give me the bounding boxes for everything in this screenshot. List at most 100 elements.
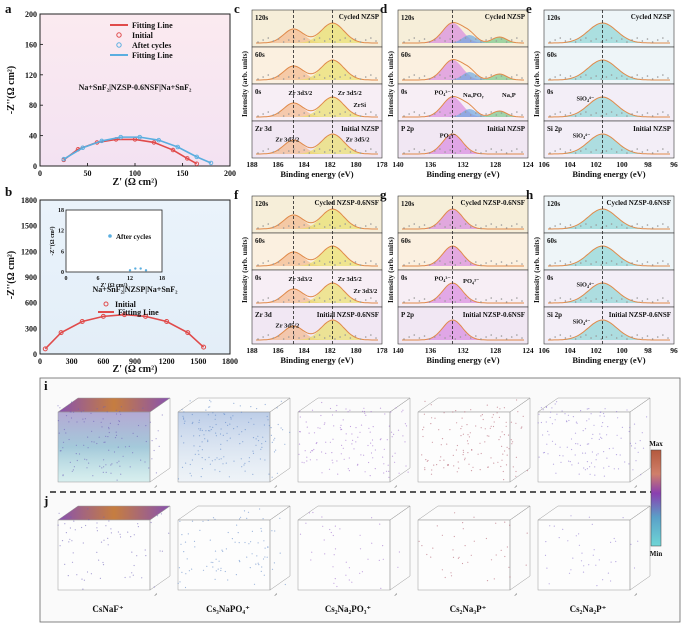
xps-raw-point xyxy=(449,335,451,337)
tof-voxel-dot xyxy=(554,419,556,421)
xps-raw-point xyxy=(621,298,623,300)
xps-raw-point xyxy=(439,148,441,150)
xps-xtick-label: 184 xyxy=(298,346,310,355)
xps-raw-point xyxy=(579,150,582,152)
xps-raw-point xyxy=(605,76,608,78)
xps-raw-point xyxy=(267,74,270,76)
tof-axis-glyph: ↗ xyxy=(514,484,517,489)
tof-cube-front xyxy=(417,411,511,483)
tof-voxel-dot xyxy=(98,436,100,438)
tof-voxel-dot xyxy=(191,413,193,416)
tof-voxel-dot xyxy=(334,548,337,550)
xps-ylabel: Intensity (arb. units) xyxy=(386,50,395,117)
tof-voxel-dot xyxy=(619,454,621,456)
tof-voxel-dot xyxy=(68,541,70,543)
tof-voxel-dot xyxy=(77,408,80,410)
tof-voxel-dot xyxy=(226,432,228,434)
xps-raw-point xyxy=(521,77,523,79)
xps-raw-point xyxy=(408,39,410,41)
tof-voxel-dot xyxy=(244,470,246,472)
xps-envelope xyxy=(402,319,524,341)
xps-raw-point xyxy=(454,152,457,154)
xps-peak-label: NaₓPOᵧ xyxy=(463,92,484,99)
xps-raw-point xyxy=(403,78,405,80)
tof-voxel-dot xyxy=(179,581,181,583)
xps-raw-point xyxy=(667,40,669,42)
xps-raw-point xyxy=(641,77,644,79)
tof-voxel-dot xyxy=(501,445,503,447)
xps-row-label: 0s xyxy=(547,88,554,96)
tof-voxel-dot xyxy=(239,561,241,563)
xps-raw-point xyxy=(574,78,577,80)
xps-raw-point xyxy=(303,261,305,263)
tof-voxel-dot xyxy=(235,574,237,576)
xps-raw-point xyxy=(277,75,280,77)
xps-raw-point xyxy=(262,299,264,301)
panel-b-data-point xyxy=(100,313,106,319)
xps-panel-letter: c xyxy=(234,1,240,16)
xps-raw-point xyxy=(505,227,508,229)
xps-raw-point xyxy=(349,337,352,339)
xps-raw-point xyxy=(428,78,431,80)
tof-voxel-dot xyxy=(65,532,67,534)
xps-raw-point xyxy=(490,334,493,336)
xps-raw-point xyxy=(656,76,659,78)
xps-xtick-label: 128 xyxy=(490,346,502,355)
panel-a-data-point xyxy=(175,144,180,150)
xps-raw-point xyxy=(428,301,431,303)
xps-raw-point xyxy=(505,78,508,80)
xps-raw-point xyxy=(651,41,654,43)
tof-cube-front xyxy=(57,519,151,591)
xps-raw-point xyxy=(262,336,264,338)
xps-raw-point xyxy=(282,264,285,266)
xps-raw-point xyxy=(433,150,436,152)
panel-b-inset-ytick: 12 xyxy=(58,229,64,235)
tof-voxel-dot xyxy=(133,534,135,536)
panel-a-plot-area xyxy=(39,13,231,167)
tof-voxel-dot xyxy=(183,422,185,424)
tof-voxel-dot xyxy=(520,427,522,429)
panel-a-data-point xyxy=(118,134,123,140)
tof-voxel-dot xyxy=(82,418,84,420)
tof-voxel-dot xyxy=(87,447,89,449)
xps-raw-point xyxy=(449,261,451,263)
tof-voxel-dot xyxy=(220,428,222,430)
tof-voxel-dot xyxy=(273,562,275,564)
panel-a-data-point xyxy=(194,161,199,166)
tof-voxel-dot xyxy=(145,425,147,427)
tof-voxel-dot xyxy=(506,546,508,548)
xps-raw-point xyxy=(364,225,367,227)
tof-voxel-dot xyxy=(503,407,505,409)
xps-xlabel: Binding energy (eV) xyxy=(280,169,353,179)
tof-voxel-dot xyxy=(76,574,78,576)
xps-raw-point xyxy=(641,337,644,339)
xps-raw-point xyxy=(318,297,321,299)
xps-raw-point xyxy=(444,40,446,42)
tof-voxel-dot xyxy=(133,564,135,567)
tof-voxel-dot xyxy=(374,468,376,470)
tof-cube-side xyxy=(389,397,411,483)
tof-voxel-dot xyxy=(108,449,110,451)
tof-voxel-dot xyxy=(467,434,469,436)
xps-raw-point xyxy=(433,113,436,115)
panel-b-xtick-label: 300 xyxy=(66,357,78,366)
xps-raw-point xyxy=(359,41,362,43)
xps-peak-label: Zr 3d5/2 xyxy=(346,136,370,143)
xps-raw-point xyxy=(469,40,472,42)
xps-raw-point xyxy=(521,337,523,339)
tof-voxel-dot xyxy=(128,445,130,447)
xps-raw-point xyxy=(413,111,416,113)
tof-voxel-dot xyxy=(431,417,433,419)
xps-xtick-label: 102 xyxy=(590,160,602,169)
xps-xtick-label: 98 xyxy=(644,346,652,355)
xps-xtick-label: 178 xyxy=(376,346,388,355)
panel-a-xlabel: Z' (Ω cm²) xyxy=(113,177,158,188)
tof-voxel-dot xyxy=(383,463,385,465)
xps-raw-point xyxy=(610,297,613,299)
tof-voxel-dot xyxy=(201,457,203,459)
xps-raw-point xyxy=(459,225,462,227)
tof-voxel-dot xyxy=(363,407,365,409)
xps-raw-point xyxy=(480,264,482,266)
xps-raw-point xyxy=(272,226,275,228)
xps-raw-point xyxy=(428,338,431,340)
